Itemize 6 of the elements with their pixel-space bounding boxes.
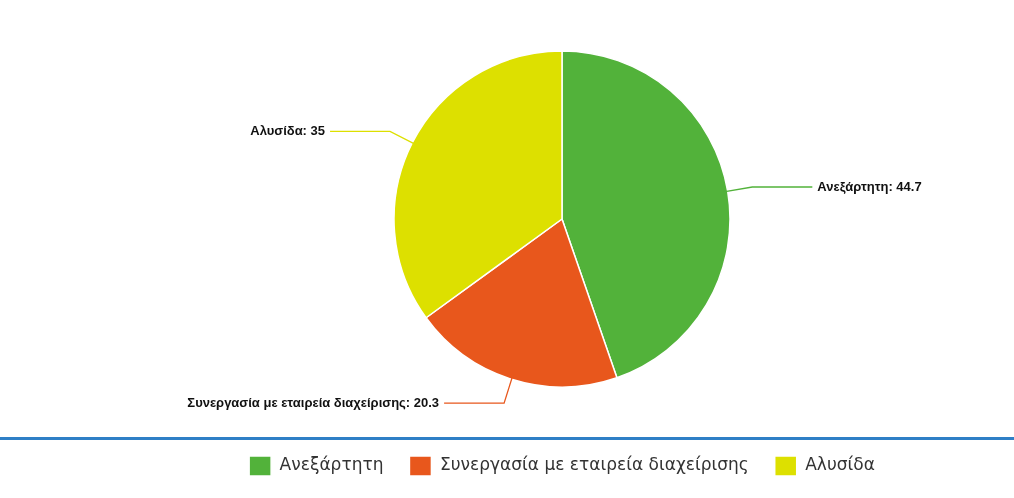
data-label: Συνεργασία με εταιρεία διαχείρισης: 20.3 <box>187 394 440 410</box>
legend-label: Αλυσίδα <box>805 454 875 475</box>
data-label: Ανεξάρτητη: 44.7 <box>817 178 922 194</box>
data-label: Αλυσίδα: 35 <box>250 122 326 138</box>
legend-label: Ανεξάρτητη <box>279 454 384 475</box>
legend-label: Συνεργασία με εταιρεία διαχείρισης <box>439 454 749 475</box>
